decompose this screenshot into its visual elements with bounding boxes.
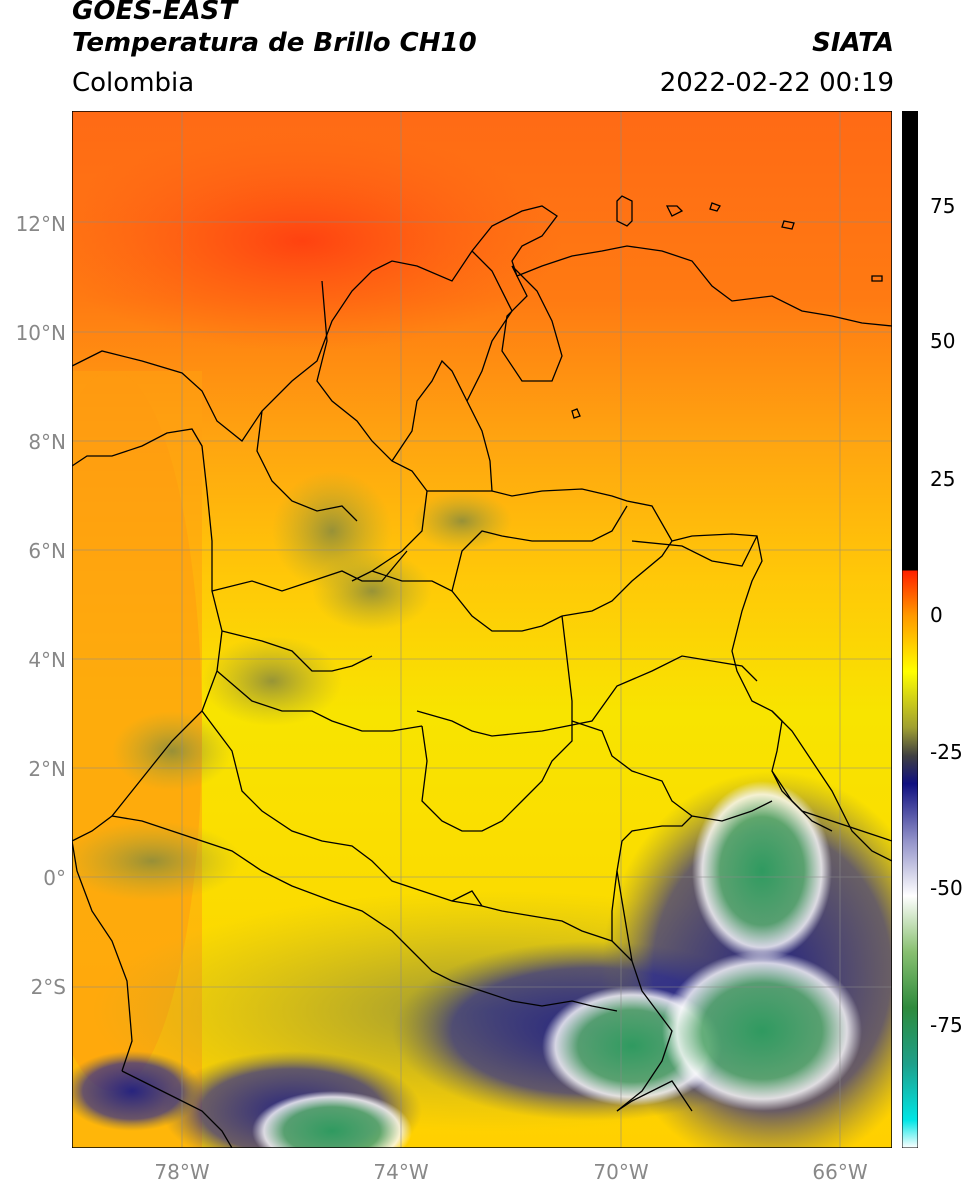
lat-label-2S: 2°S [30,975,66,999]
title-satellite: GOES-EAST [72,0,238,26]
lat-label-4N: 4°N [28,648,66,672]
satellite-map [72,111,892,1148]
lon-label-70W: 70°W [593,1160,649,1184]
lon-label-66W: 66°W [812,1160,868,1184]
lon-label-74W: 74°W [373,1160,429,1184]
colorbar-tick-0: 0 [930,603,943,627]
lat-label-2N: 2°N [28,757,66,781]
lat-label-8N: 8°N [28,430,66,454]
colorbar-tick-50: 50 [930,329,956,353]
warm-region [72,131,562,351]
colorbar-tick-75: 75 [930,194,956,218]
lat-label-12N: 12°N [15,212,66,236]
borders [72,195,892,1148]
colorbar-tick-25: 25 [930,467,956,491]
colorbar-tick-minus75: -75 [930,1013,963,1037]
title-product: Temperatura de Brillo CH10 [72,28,477,58]
colorbar-tick-minus50: -50 [930,876,963,900]
subtitle-region: Colombia [72,68,195,98]
gridlines [72,111,892,1148]
lat-label-10N: 10°N [15,321,66,345]
subtitle-datetime: 2022-02-22 00:19 [659,68,894,98]
colorbar-tick-minus25: -25 [930,740,963,764]
title-agency: SIATA [812,28,894,58]
lat-label-6N: 6°N [28,539,66,563]
lon-label-78W: 78°W [154,1160,210,1184]
lat-label-0: 0° [43,866,66,890]
colorbar [902,111,918,1148]
